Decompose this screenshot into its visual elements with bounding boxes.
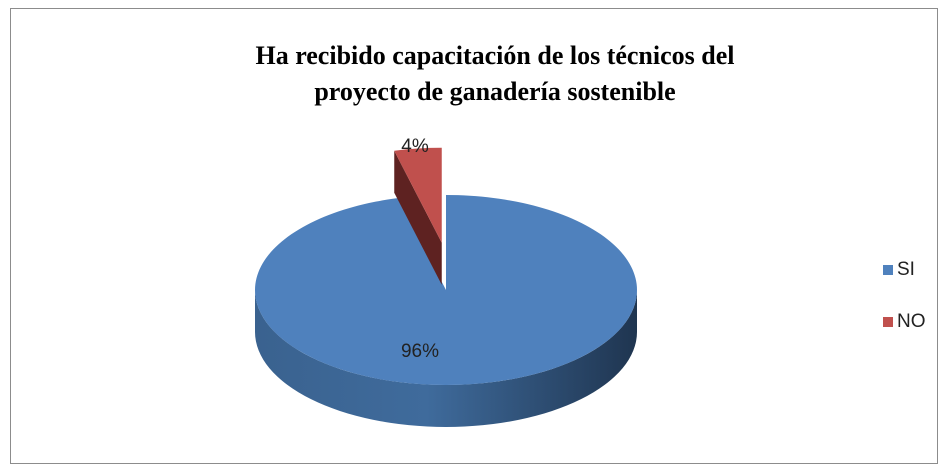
- slice: [255, 195, 638, 386]
- legend-label: SI: [897, 259, 915, 280]
- legend-swatch: [883, 265, 893, 275]
- legend-label: NO: [897, 311, 926, 332]
- chart-frame: [10, 8, 938, 464]
- slice: [394, 147, 442, 243]
- chart-title: Ha recibido capacitación de los técnicos…: [255, 41, 735, 106]
- data-label: 96%: [401, 341, 439, 362]
- legend-swatch: [883, 317, 893, 327]
- data-label: 4%: [401, 136, 429, 157]
- slice-face: [394, 150, 442, 285]
- slice-side: [255, 290, 637, 427]
